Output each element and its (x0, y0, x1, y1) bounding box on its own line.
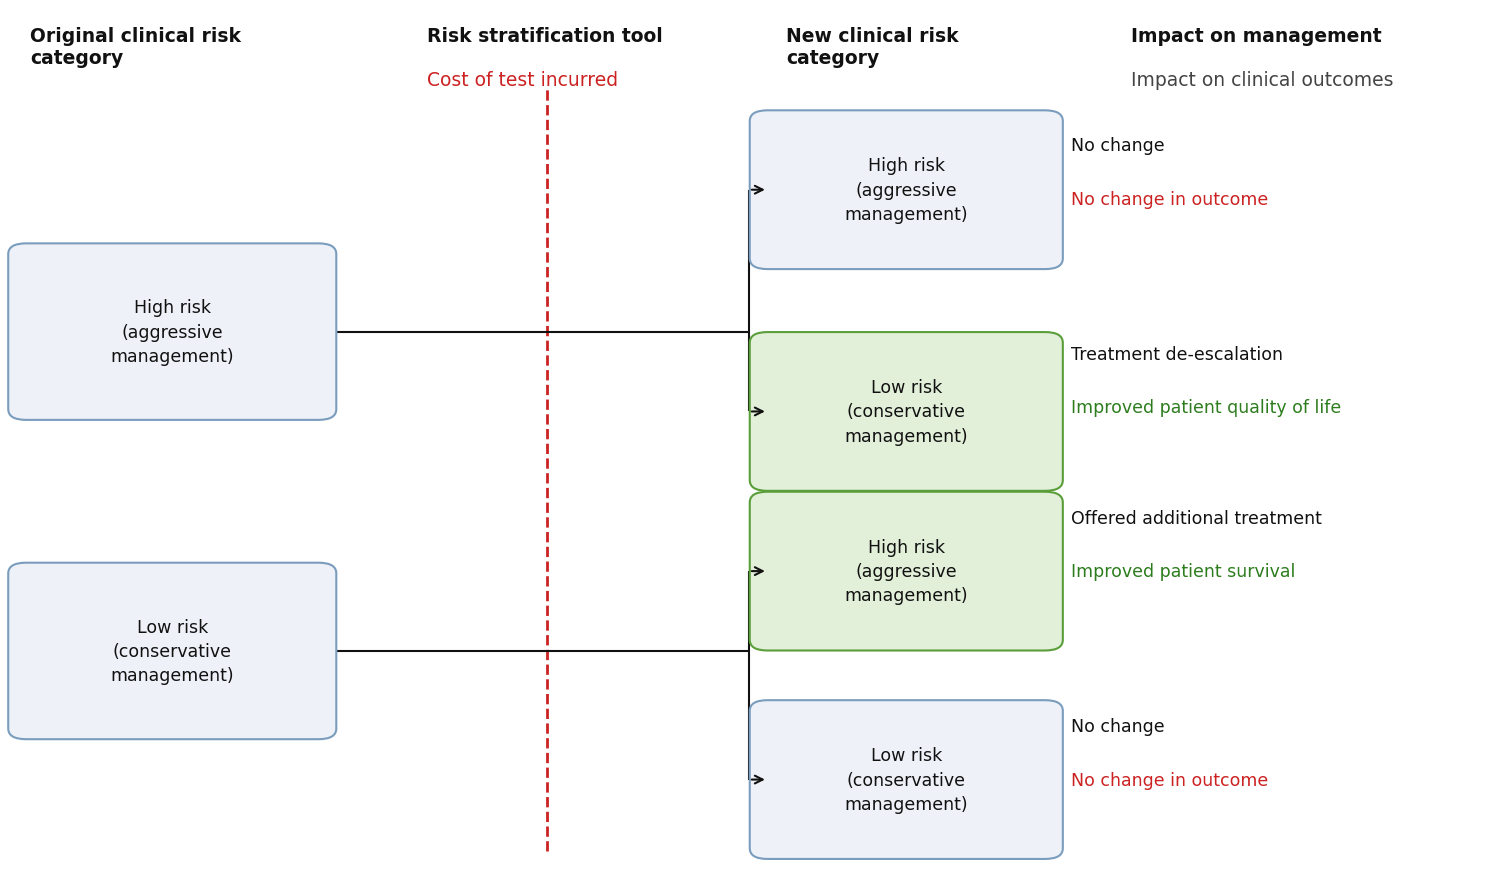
Text: Improved patient quality of life: Improved patient quality of life (1071, 399, 1341, 416)
Text: High risk
(aggressive
management): High risk (aggressive management) (111, 299, 234, 366)
Text: Low risk
(conservative
management): Low risk (conservative management) (845, 378, 968, 446)
FancyBboxPatch shape (749, 111, 1062, 269)
Text: Impact on clinical outcomes: Impact on clinical outcomes (1131, 71, 1393, 89)
Text: New clinical risk
category: New clinical risk category (786, 27, 959, 67)
FancyBboxPatch shape (749, 700, 1062, 859)
FancyBboxPatch shape (9, 563, 336, 739)
Text: Risk stratification tool: Risk stratification tool (427, 27, 662, 45)
Text: Treatment de-escalation: Treatment de-escalation (1071, 346, 1284, 363)
FancyBboxPatch shape (749, 332, 1062, 491)
Text: Improved patient survival: Improved patient survival (1071, 563, 1296, 580)
Text: No change: No change (1071, 137, 1165, 155)
Text: High risk
(aggressive
management): High risk (aggressive management) (845, 157, 968, 224)
Text: Low risk
(conservative
management): Low risk (conservative management) (845, 746, 968, 813)
Text: Offered additional treatment: Offered additional treatment (1071, 509, 1321, 527)
Text: Impact on management: Impact on management (1131, 27, 1381, 45)
Text: No change in outcome: No change in outcome (1071, 771, 1269, 789)
Text: No change in outcome: No change in outcome (1071, 190, 1269, 208)
Text: Low risk
(conservative
management): Low risk (conservative management) (111, 618, 234, 685)
Text: Original clinical risk
category: Original clinical risk category (30, 27, 241, 67)
FancyBboxPatch shape (9, 245, 336, 421)
Text: No change: No change (1071, 718, 1165, 735)
Text: Cost of test incurred: Cost of test incurred (427, 71, 619, 89)
Text: High risk
(aggressive
management): High risk (aggressive management) (845, 538, 968, 605)
FancyBboxPatch shape (749, 493, 1062, 650)
